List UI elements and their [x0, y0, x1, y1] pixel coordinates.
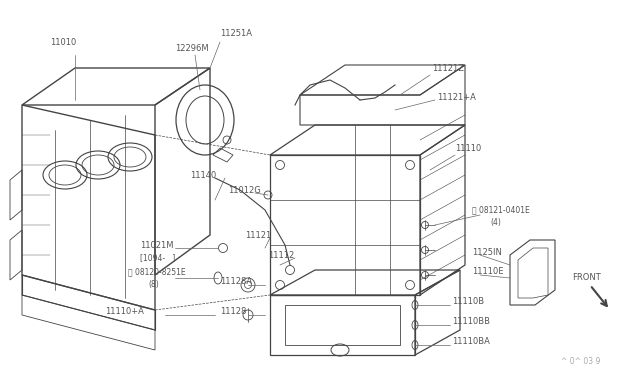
Text: (4): (4)	[490, 218, 501, 227]
Text: 11110BA: 11110BA	[452, 337, 490, 346]
Text: 11110B: 11110B	[452, 298, 484, 307]
Text: 11010: 11010	[50, 38, 76, 46]
Text: 11012G: 11012G	[228, 186, 260, 195]
Text: 11121Z: 11121Z	[432, 64, 464, 73]
Text: 1125IN: 1125IN	[472, 247, 502, 257]
Text: 11121+A: 11121+A	[437, 93, 476, 102]
Text: 11121: 11121	[245, 231, 271, 240]
Text: ^ 0^ 03 9: ^ 0^ 03 9	[561, 357, 600, 366]
Text: 11110+A: 11110+A	[105, 308, 144, 317]
Text: 11251A: 11251A	[220, 29, 252, 38]
Text: 11110BB: 11110BB	[452, 317, 490, 327]
Text: 11110: 11110	[455, 144, 481, 153]
Text: FRONT: FRONT	[572, 273, 601, 282]
Text: [1094-   ]: [1094- ]	[140, 253, 175, 263]
Text: 11112: 11112	[268, 250, 294, 260]
Text: (8): (8)	[148, 280, 159, 289]
Text: 11110E: 11110E	[472, 267, 504, 276]
Text: Ⓑ 08121-0401E: Ⓑ 08121-0401E	[472, 205, 530, 215]
Text: 11128A: 11128A	[220, 278, 252, 286]
Text: 11140: 11140	[190, 170, 216, 180]
Text: 11128: 11128	[220, 308, 246, 317]
Text: 12296M: 12296M	[175, 44, 209, 52]
Text: Ⓑ 08120-8251E: Ⓑ 08120-8251E	[128, 267, 186, 276]
Text: 11021M: 11021M	[140, 241, 173, 250]
